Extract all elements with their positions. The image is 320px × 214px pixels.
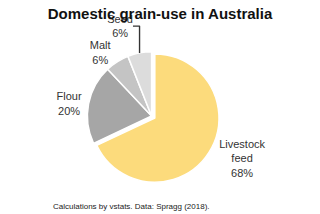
svg-text:Domestic grain-use in Australi: Domestic grain-use in Australia xyxy=(48,5,273,22)
svg-text:Malt6%: Malt6% xyxy=(90,39,111,65)
svg-text:Calculations by vstats. Data:: Calculations by vstats. Data: Spragg (20… xyxy=(53,202,210,211)
svg-text:Flour20%: Flour20% xyxy=(57,90,82,116)
svg-text:Livestockfeed68%: Livestockfeed68% xyxy=(219,138,265,179)
svg-text:Seed6%: Seed6% xyxy=(107,13,133,39)
